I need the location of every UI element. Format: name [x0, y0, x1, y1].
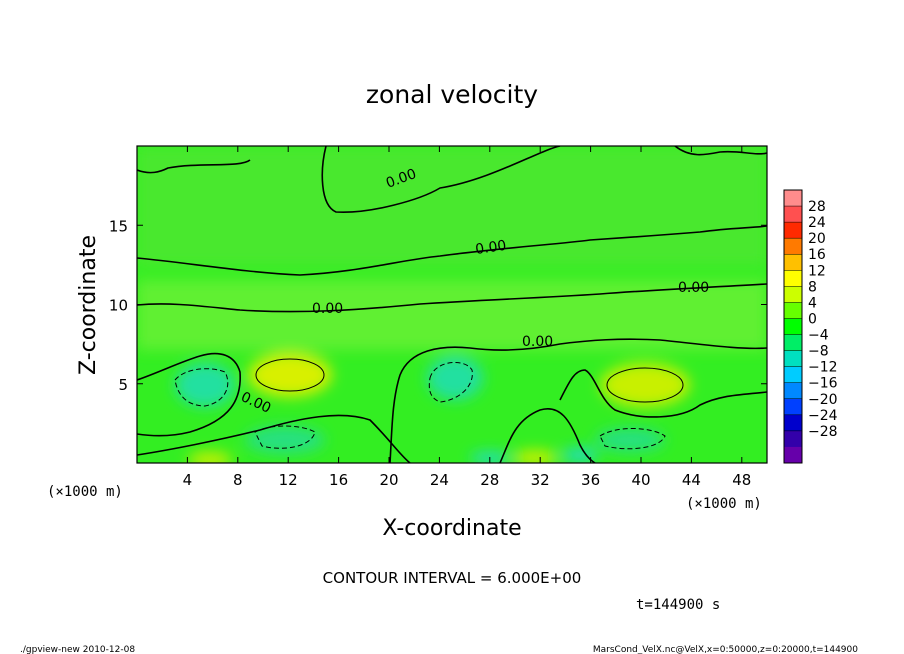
heatmap-field: [137, 146, 767, 463]
x-tick-label: 8: [233, 471, 243, 489]
x-tick-label: 12: [279, 471, 298, 489]
colorbar-swatch: [784, 254, 802, 271]
contour-label: 0.00: [312, 301, 343, 317]
x-unit-label-left: (×1000 m): [47, 484, 123, 500]
colorbar-swatch: [784, 334, 802, 352]
y-axis: 5 10 15: [109, 217, 767, 394]
footer-right: MarsCond_VelX.nc@VelX,x=0:50000,z=0:2000…: [593, 645, 858, 654]
colorbar-label: 12: [808, 263, 826, 279]
x-tick-label: 4: [183, 471, 193, 489]
colorbar-swatch: [784, 190, 802, 207]
x-unit-label-right: (×1000 m): [686, 496, 762, 512]
x-tick-label: 20: [379, 471, 398, 489]
contour-label: 0.00: [474, 238, 507, 258]
colorbar-swatch: [784, 350, 802, 368]
y-axis-title: Z-coordinate: [76, 235, 101, 375]
colorbar-swatch: [784, 286, 802, 303]
colorbar-label: −20: [808, 392, 838, 408]
colorbar-swatch: [784, 270, 802, 287]
colorbar-label: 28: [808, 199, 826, 215]
colorbar-label: 16: [808, 247, 826, 263]
colorbar-label: 0: [808, 311, 817, 327]
colorbar-swatch: [784, 238, 802, 255]
colorbar-swatch: [784, 414, 802, 432]
time-label: t=144900 s: [636, 597, 720, 613]
colorbar-frame: [783, 189, 803, 464]
chart-title: zonal velocity: [366, 80, 538, 109]
footer-left: ./gpview-new 2010-12-08: [20, 645, 135, 654]
y-tick-label: 5: [118, 376, 128, 394]
contour-lines: [137, 146, 767, 463]
x-tick-label: 48: [732, 471, 751, 489]
colorbar-label: 4: [808, 295, 817, 311]
x-tick-label: 32: [531, 471, 550, 489]
colorbar-swatch: [784, 222, 802, 239]
x-tick-label: 28: [480, 471, 499, 489]
x-axis-title: X-coordinate: [382, 516, 521, 541]
x-axis: 4 8 12 16 20 24 28 32 36 40 44 48: [183, 146, 751, 489]
colorbar-swatch: [784, 430, 802, 448]
colorbar-label: 8: [808, 279, 817, 295]
x-tick-label: 40: [631, 471, 650, 489]
colorbar-swatch: [784, 398, 802, 416]
colorbar-swatch: [784, 446, 802, 464]
colorbar-label: −28: [808, 424, 838, 440]
x-tick-label: 36: [581, 471, 600, 489]
colorbar-label: −24: [808, 408, 838, 424]
x-tick-label: 16: [329, 471, 348, 489]
colorbar-swatch: [784, 302, 802, 319]
colorbar-label: 24: [808, 215, 826, 231]
colorbar-label: −8: [808, 344, 829, 360]
contour-label: 0.00: [522, 334, 553, 350]
y-tick-label: 15: [109, 217, 128, 235]
colorbar-swatch: [784, 206, 802, 223]
colorbar-label: 20: [808, 231, 826, 247]
colorbar-label: −4: [808, 328, 829, 344]
x-tick-label: 24: [430, 471, 449, 489]
contour-label: 0.00: [678, 280, 709, 296]
colorbar-swatch: [784, 318, 802, 336]
colorbar-swatch: [784, 366, 802, 384]
contour-interval-note: CONTOUR INTERVAL = 6.000E+00: [323, 569, 582, 587]
colorbar-label: −12: [808, 360, 838, 376]
colorbar-swatch: [784, 382, 802, 400]
y-tick-label: 10: [109, 297, 128, 315]
colorbar-label: −16: [808, 376, 838, 392]
x-tick-label: 44: [682, 471, 701, 489]
